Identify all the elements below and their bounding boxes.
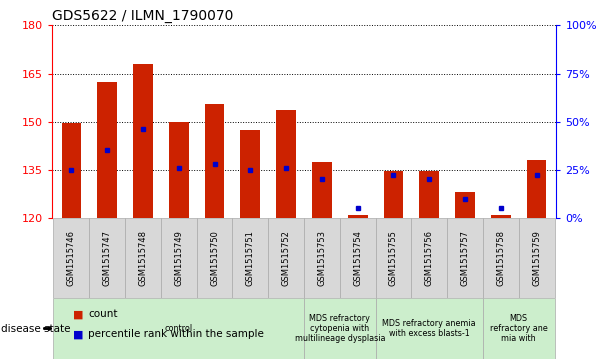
Text: MDS refractory
cytopenia with
multilineage dysplasia: MDS refractory cytopenia with multilinea…: [294, 314, 385, 343]
Text: control: control: [165, 324, 193, 333]
Text: GSM1515748: GSM1515748: [139, 230, 148, 286]
Bar: [205, 104, 224, 218]
Bar: [125, 218, 161, 298]
Bar: [483, 218, 519, 298]
Bar: [376, 218, 412, 298]
Bar: [384, 171, 403, 218]
Bar: [54, 218, 89, 298]
Bar: [447, 218, 483, 298]
Bar: [376, 298, 483, 359]
Bar: [54, 298, 304, 359]
Text: GSM1515759: GSM1515759: [532, 230, 541, 286]
Text: GSM1515746: GSM1515746: [67, 230, 76, 286]
Bar: [241, 130, 260, 218]
Bar: [61, 123, 81, 218]
Text: ■: ■: [73, 309, 83, 319]
Text: MDS
refractory ane
mia with: MDS refractory ane mia with: [490, 314, 548, 343]
Bar: [97, 82, 117, 218]
Text: GSM1515754: GSM1515754: [353, 230, 362, 286]
Text: GDS5622 / ILMN_1790070: GDS5622 / ILMN_1790070: [52, 9, 233, 23]
Text: ■: ■: [73, 329, 83, 339]
Bar: [420, 171, 439, 218]
Bar: [304, 218, 340, 298]
Bar: [491, 215, 511, 218]
Bar: [340, 218, 376, 298]
Bar: [304, 298, 376, 359]
Text: GSM1515752: GSM1515752: [282, 230, 291, 286]
Bar: [412, 218, 447, 298]
Text: GSM1515757: GSM1515757: [460, 230, 469, 286]
Bar: [455, 192, 475, 218]
Text: GSM1515750: GSM1515750: [210, 230, 219, 286]
Text: count: count: [88, 309, 118, 319]
Bar: [519, 218, 554, 298]
Bar: [161, 218, 196, 298]
Bar: [348, 215, 367, 218]
Bar: [268, 218, 304, 298]
Text: GSM1515755: GSM1515755: [389, 230, 398, 286]
Text: GSM1515749: GSM1515749: [174, 230, 183, 286]
Bar: [312, 162, 332, 218]
Bar: [133, 64, 153, 218]
Text: GSM1515756: GSM1515756: [425, 230, 434, 286]
Bar: [89, 218, 125, 298]
Text: disease state: disease state: [1, 323, 70, 334]
Text: GSM1515758: GSM1515758: [496, 230, 505, 286]
Text: percentile rank within the sample: percentile rank within the sample: [88, 329, 264, 339]
Text: GSM1515753: GSM1515753: [317, 230, 326, 286]
Text: GSM1515751: GSM1515751: [246, 230, 255, 286]
Bar: [276, 110, 296, 218]
Bar: [527, 160, 547, 218]
Text: GSM1515747: GSM1515747: [103, 230, 112, 286]
Text: MDS refractory anemia
with excess blasts-1: MDS refractory anemia with excess blasts…: [382, 319, 476, 338]
Bar: [483, 298, 554, 359]
Bar: [232, 218, 268, 298]
Bar: [196, 218, 232, 298]
Bar: [169, 122, 188, 218]
